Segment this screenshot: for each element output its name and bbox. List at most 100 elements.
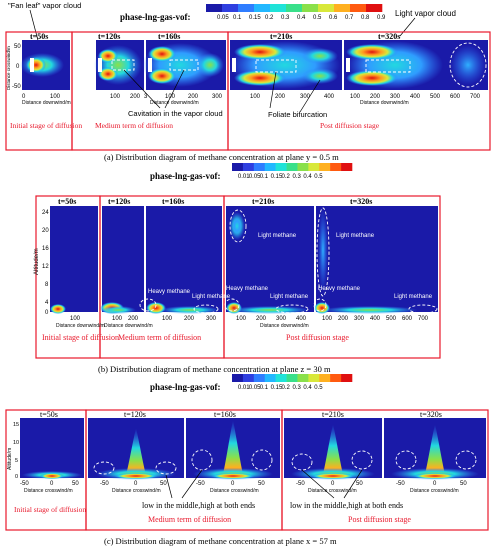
legend-colorbar-c: 0.01 0.05 0.1 0.15 0.2 0.3 0.4 0.5 bbox=[232, 374, 353, 391]
svg-text:20: 20 bbox=[42, 228, 49, 234]
legend-tick: 0.2 bbox=[282, 174, 291, 180]
annotation-cavitation: Cavitation in the vapor cloud bbox=[128, 109, 223, 118]
time-a-2: t=160s bbox=[158, 32, 180, 41]
svg-text:4: 4 bbox=[45, 300, 49, 306]
svg-text:200: 200 bbox=[370, 94, 381, 100]
legend-swatch bbox=[308, 163, 320, 171]
time-b-4: t=320s bbox=[350, 197, 372, 206]
annotation-fan-leaf: "Fan leaf" vapor cloud bbox=[8, 1, 81, 10]
svg-text:400: 400 bbox=[410, 94, 421, 100]
caption-c: (c) Distribution diagram of methane conc… bbox=[104, 536, 337, 546]
svg-text:50: 50 bbox=[72, 481, 79, 487]
legend-swatch bbox=[330, 163, 342, 171]
label-light-b-4: Light methane bbox=[336, 233, 375, 239]
legend-swatch bbox=[297, 163, 309, 171]
svg-text:300: 300 bbox=[300, 94, 311, 100]
legend-label-b: phase-lng-gas-vof: bbox=[150, 171, 221, 181]
xticks-c: -50 0 50 -50 0 50 -50 0 50 -50 0 50 -50 … bbox=[20, 481, 467, 487]
legend-swatch bbox=[206, 4, 223, 12]
svg-text:100: 100 bbox=[250, 94, 261, 100]
svg-text:16: 16 bbox=[42, 246, 49, 252]
svg-text:200: 200 bbox=[256, 316, 267, 322]
svg-text:0: 0 bbox=[433, 481, 437, 487]
legend-tick: 0.4 bbox=[303, 174, 312, 180]
time-b-2: t=160s bbox=[162, 197, 184, 206]
xlabel-b-2: Distance downwind/m bbox=[104, 323, 153, 329]
legend-tick: 0.3 bbox=[292, 385, 301, 391]
xlabel-c-4: Distance crosswind/m bbox=[308, 488, 357, 494]
time-b-0: t=50s bbox=[58, 197, 76, 206]
clouds-a bbox=[20, 41, 486, 89]
svg-text:500: 500 bbox=[386, 316, 397, 322]
svg-text:700: 700 bbox=[470, 94, 481, 100]
legend-tick: 0.15 bbox=[249, 15, 261, 21]
label-light-b-1: Light methane bbox=[192, 294, 231, 300]
svg-text:-50: -50 bbox=[100, 481, 109, 487]
time-a-0: t=50s bbox=[30, 32, 48, 41]
frame-post-c bbox=[281, 409, 489, 531]
label-heavy-b-1: Heavy methane bbox=[148, 289, 191, 295]
frame-post-a bbox=[227, 31, 491, 151]
svg-text:100: 100 bbox=[236, 316, 247, 322]
legend-label-c: phase-lng-gas-vof: bbox=[150, 382, 221, 392]
legend-swatch bbox=[264, 374, 276, 382]
label-light-b-5: Light methane bbox=[394, 294, 433, 300]
stage-post-c: Post diffusion stage bbox=[348, 515, 411, 524]
stage-initial-b: Initial stage of diffusion bbox=[42, 333, 119, 342]
caption-a: (a) Distribution diagram of methane conc… bbox=[104, 152, 339, 162]
legend-tick: 0.2 bbox=[265, 15, 274, 21]
legend-swatch bbox=[341, 374, 353, 382]
legend-tick: 0.3 bbox=[292, 174, 301, 180]
svg-text:300: 300 bbox=[212, 94, 223, 100]
svg-text:400: 400 bbox=[370, 316, 381, 322]
legend-swatch bbox=[253, 163, 266, 171]
legend-swatch bbox=[366, 4, 383, 12]
svg-text:-50: -50 bbox=[396, 481, 405, 487]
legend-tick: 0.01 bbox=[238, 174, 250, 180]
ytick-a-0: 50 bbox=[14, 44, 21, 50]
legend-swatch bbox=[334, 4, 351, 12]
legend-tick: 0.05 bbox=[249, 174, 261, 180]
svg-text:-50: -50 bbox=[296, 481, 305, 487]
xticks-a: 0 100 100 200 3 100 200 300 100 200 300 … bbox=[22, 94, 481, 100]
time-a-4: t=320s bbox=[378, 32, 400, 41]
stage-post-b: Post diffusion stage bbox=[286, 333, 349, 342]
label-light-b-2: Light methane bbox=[258, 233, 297, 239]
svg-text:100: 100 bbox=[162, 316, 173, 322]
pointers-a bbox=[123, 69, 321, 113]
legend-tick: 0.7 bbox=[345, 15, 354, 21]
xlabel-a-3: Distance downwind/m bbox=[150, 100, 199, 106]
svg-text:200: 200 bbox=[130, 94, 141, 100]
svg-text:24: 24 bbox=[42, 210, 49, 216]
svg-text:300: 300 bbox=[390, 94, 401, 100]
legend-tick: 0.01 bbox=[238, 385, 250, 391]
panel-a: "Fan leaf" vapor cloud phase-lng-gas-vof… bbox=[5, 1, 491, 162]
legend-swatch bbox=[341, 163, 353, 171]
legend-swatch bbox=[275, 163, 287, 171]
svg-text:15: 15 bbox=[13, 422, 19, 428]
svg-text:300: 300 bbox=[354, 316, 365, 322]
legend-tick: 0.05 bbox=[217, 15, 229, 21]
caption-b: (b) Distribution diagram of methane conc… bbox=[98, 364, 331, 374]
ylabel-c: Altitude/m bbox=[7, 448, 13, 470]
legend-swatch bbox=[286, 4, 303, 12]
ytick-a-1: 0 bbox=[16, 64, 20, 70]
stage-initial-c: Initial stage of diffusion bbox=[14, 505, 86, 514]
source-markers-a bbox=[30, 58, 350, 72]
label-heavy-b-2: Heavy methane bbox=[226, 286, 269, 292]
svg-text:300: 300 bbox=[206, 316, 217, 322]
annotation-light-cloud: Light vapor cloud bbox=[395, 9, 456, 18]
xlabel-c-3: Distance crosswind/m bbox=[210, 488, 259, 494]
xlabel-b-4: Distance downwind/m bbox=[260, 323, 309, 329]
svg-text:3: 3 bbox=[144, 94, 148, 100]
svg-text:0: 0 bbox=[331, 481, 335, 487]
svg-text:100: 100 bbox=[112, 316, 123, 322]
svg-text:0: 0 bbox=[15, 474, 18, 480]
svg-text:600: 600 bbox=[450, 94, 461, 100]
label-heavy-b-3: Heavy methane bbox=[318, 286, 361, 292]
panel-b: phase-lng-gas-vof: 0.01 0.05 0.1 0.15 0.2 0.3… bbox=[34, 163, 441, 374]
yticks-c: 15 10 5 0 bbox=[13, 422, 19, 480]
svg-text:600: 600 bbox=[402, 316, 413, 322]
xlabel-c-5: Distance crosswind/m bbox=[410, 488, 459, 494]
xlabel-c-2: Distance crosswind/m bbox=[112, 488, 161, 494]
